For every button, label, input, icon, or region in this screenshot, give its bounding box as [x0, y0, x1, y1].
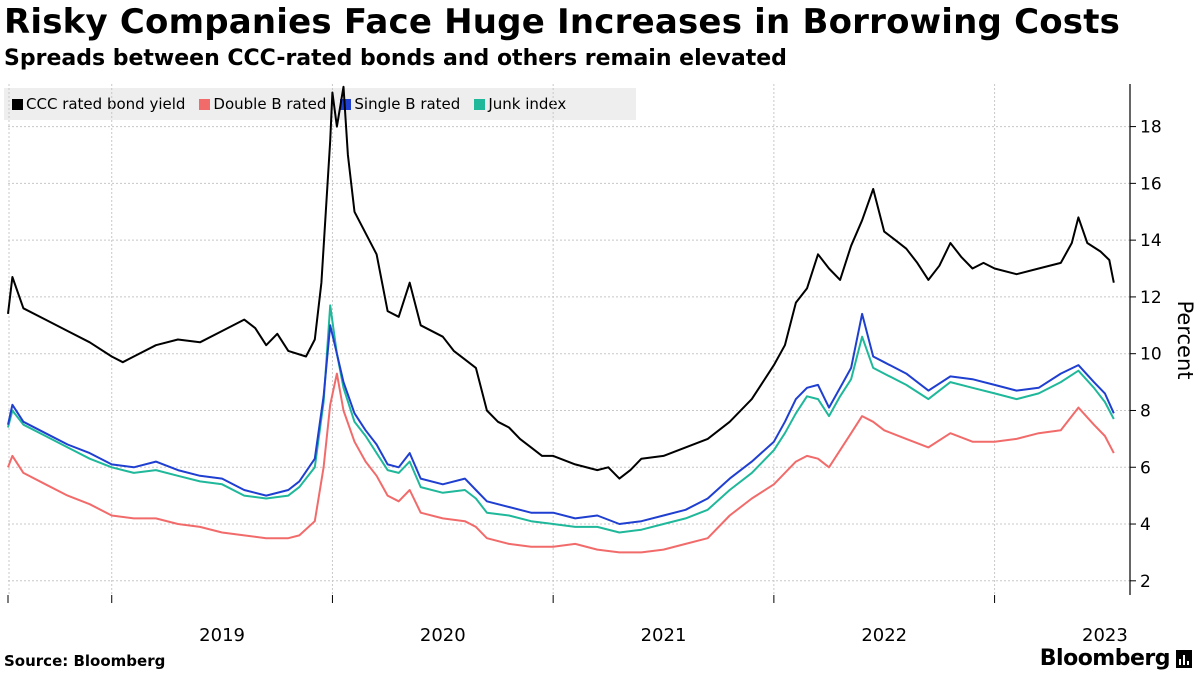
legend-item-single-b: Single B rated [340, 95, 460, 113]
brand-text: Bloomberg [1039, 646, 1171, 671]
x-tick-label: 2019 [199, 625, 245, 646]
x-axis: 2019 2020 2021 2022 2023 [7, 595, 1128, 646]
source-note: Source: Bloomberg [4, 652, 166, 670]
legend-item-ccc: CCC rated bond yield [12, 95, 185, 113]
series-line-junk [7, 304, 1115, 534]
y-tick-label: 4 [1140, 515, 1151, 535]
y-axis: 2 4 6 8 10 12 14 16 18 [1129, 84, 1162, 595]
series-line-double-b [7, 372, 1115, 554]
legend-label-ccc: CCC rated bond yield [26, 95, 186, 113]
legend-label-double-b: Double B rated [213, 95, 327, 113]
x-tick-label: 2022 [861, 625, 907, 646]
series-line-ccc [7, 85, 1115, 480]
chart-subtitle: Spreads between CCC-rated bonds and othe… [4, 46, 787, 71]
y-tick-label: 14 [1140, 231, 1162, 251]
y-tick-label: 18 [1140, 118, 1162, 138]
series-layer [7, 85, 1115, 554]
legend: CCC rated bond yield Double B rated Sing… [4, 88, 636, 120]
series-line-single-b [7, 312, 1115, 525]
y-axis-label: Percent [1173, 300, 1197, 379]
legend-item-junk: Junk index [474, 95, 566, 113]
legend-item-double-b: Double B rated [199, 95, 326, 113]
y-tick-label: 12 [1140, 288, 1162, 308]
legend-swatch-single-b [340, 98, 352, 110]
legend-label-junk: Junk index [488, 95, 567, 113]
chart-title: Risky Companies Face Huge Increases in B… [4, 2, 1121, 42]
x-tick-label: 2023 [1082, 625, 1128, 646]
y-tick-label: 6 [1140, 458, 1151, 478]
y-tick-label: 16 [1140, 174, 1162, 194]
bloomberg-mark-icon [1176, 649, 1192, 668]
y-tick-label: 10 [1140, 345, 1162, 365]
bloomberg-logo: Bloomberg [1040, 646, 1192, 671]
legend-label-single-b: Single B rated [354, 95, 461, 113]
grid-layer [8, 84, 1130, 595]
y-tick-label: 2 [1140, 572, 1151, 592]
y-tick-label: 8 [1140, 401, 1151, 421]
x-tick-label: 2020 [420, 625, 466, 646]
x-tick-label: 2021 [641, 625, 687, 646]
legend-swatch-ccc [12, 98, 23, 110]
legend-swatch-double-b [199, 98, 211, 110]
legend-swatch-junk [474, 98, 486, 110]
